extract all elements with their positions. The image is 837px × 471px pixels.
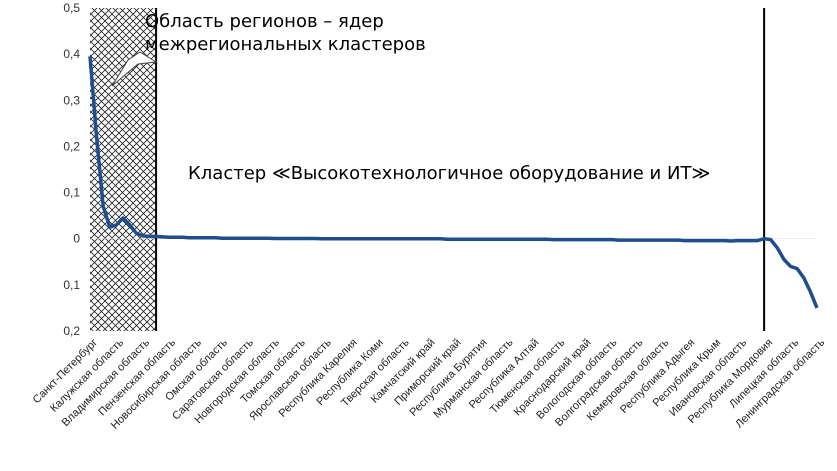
annotation-core-regions-line1: Область регионов – ядер bbox=[145, 11, 384, 32]
series-line bbox=[88, 56, 819, 309]
y-tick-label: 0,1 bbox=[63, 186, 80, 200]
plot-area bbox=[88, 8, 819, 331]
y-axis: 0,5 0,4 0,3 0,2 0,1 0 0,1 0,2 bbox=[63, 1, 80, 338]
annotations: Область регионов – ядер межрегиональных … bbox=[145, 11, 710, 184]
y-tick-label: 0,5 bbox=[63, 1, 80, 15]
y-tick-label: 0,1 bbox=[63, 278, 80, 292]
y-tick-label: 0 bbox=[73, 232, 80, 246]
y-tick-label: 0,4 bbox=[63, 47, 80, 61]
callout-arrow bbox=[111, 51, 158, 87]
annotation-core-regions-line2: межрегиональных кластеров bbox=[145, 34, 426, 55]
y-tick-label: 0,3 bbox=[63, 93, 80, 107]
y-tick-label: 0,2 bbox=[63, 139, 80, 153]
y-tick-label: 0,2 bbox=[63, 324, 80, 338]
annotation-cluster-name: Кластер ≪Высокотехнологичное оборудовани… bbox=[188, 163, 710, 184]
